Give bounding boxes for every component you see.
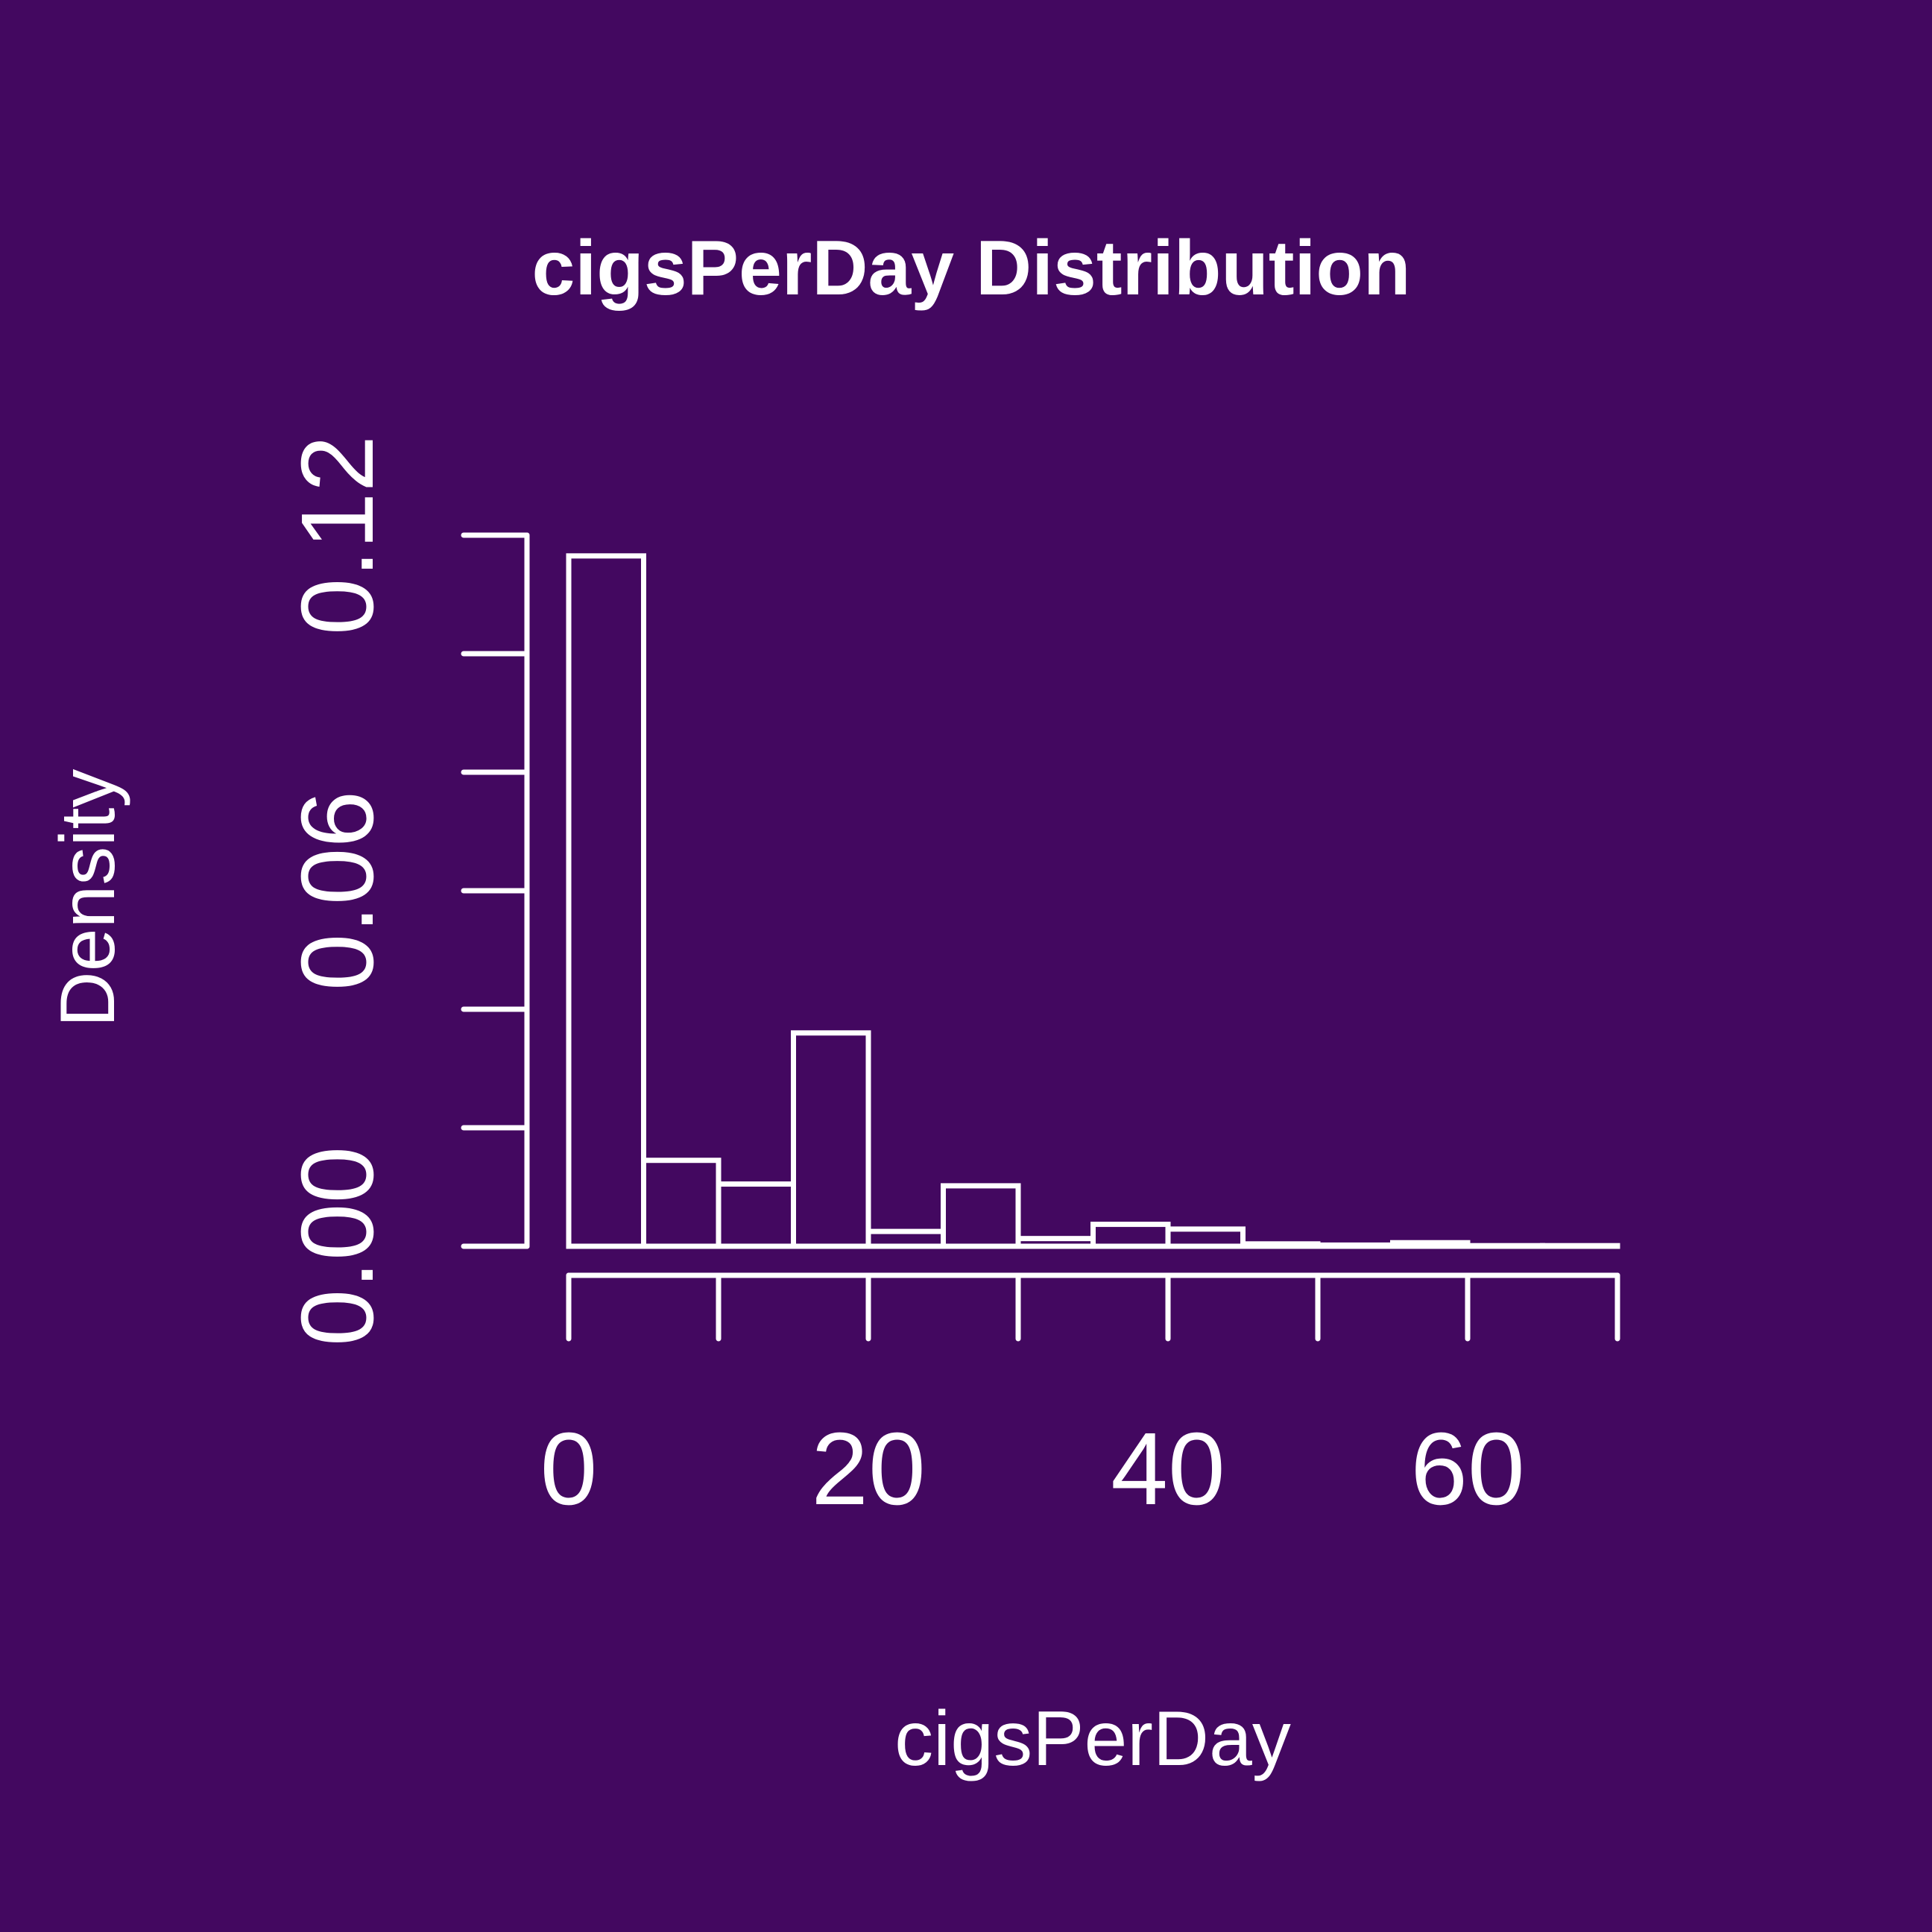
x-tick-label: 60 [1410,1412,1525,1527]
histogram-bar [566,553,646,1249]
y-tick-label: 0.12 [280,435,395,636]
histogram-bar [1165,1226,1246,1249]
histogram-bar [791,1030,871,1249]
histogram-bar [941,1183,1021,1249]
x-axis: 0 20 40 60 [540,1272,1620,1527]
histogram-bar [1240,1241,1321,1249]
x-tick-label: 0 [540,1412,598,1527]
chart-title: cigsPerDay Distribution [532,225,1411,312]
x-tick-label: 40 [1111,1412,1225,1527]
histogram-bar [1390,1240,1471,1249]
histogram-bar [1315,1242,1395,1249]
x-tick-label: 20 [811,1412,926,1527]
x-axis-label: cigsPerDay [894,1696,1291,1782]
y-axis: 0.00 0.06 0.12 [280,435,530,1347]
y-tick-label: 0.06 [280,791,395,991]
y-tick-label: 0.00 [280,1146,395,1347]
y-axis-label: Density [45,769,131,1028]
histogram-bars [566,553,1620,1249]
